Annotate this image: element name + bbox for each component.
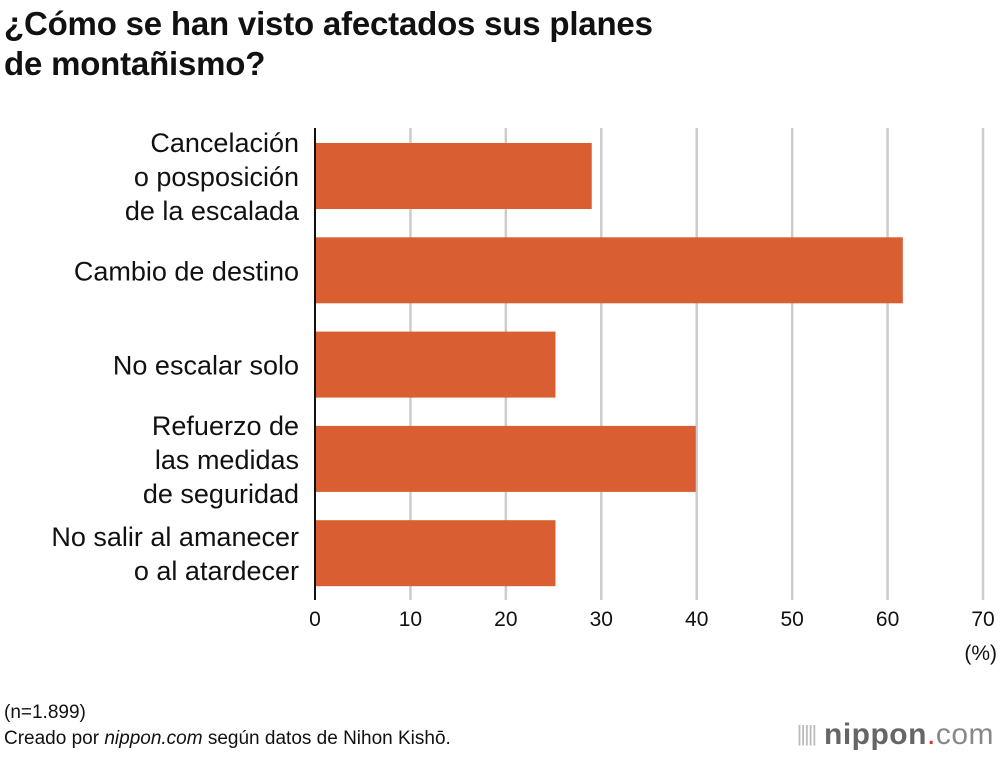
bar <box>315 520 556 587</box>
credit-prefix: Creado por <box>4 728 105 749</box>
x-tick-label: 60 <box>876 608 899 631</box>
sample-size-note: (n=1.899) <box>4 702 86 723</box>
x-tick-label: 0 <box>309 608 321 631</box>
x-tick-label: 40 <box>685 608 708 631</box>
bar <box>315 331 556 398</box>
title-line-2: de montañismo? <box>4 45 266 82</box>
nippon-logo: ||||| nippon.com <box>797 718 994 752</box>
logo-tld: com <box>935 718 994 751</box>
bar <box>315 237 903 304</box>
x-unit-label: (%) <box>964 642 997 665</box>
bar <box>315 143 592 209</box>
category-label: Refuerzo de las medidas de seguridad <box>143 411 299 509</box>
x-tick-label: 20 <box>494 608 517 631</box>
category-label: Cancelación o posposición de la escalada <box>125 128 300 226</box>
logo-name: nippon <box>824 718 927 751</box>
source-credit: Creado por nippon.com según datos de Nih… <box>4 728 451 750</box>
x-tick-label: 30 <box>590 608 613 631</box>
credit-site: nippon.com <box>104 728 203 749</box>
x-tick-label: 50 <box>780 608 803 631</box>
x-tick-label: 70 <box>971 608 994 631</box>
chart-title: ¿Cómo se han visto afectados sus planes … <box>4 4 653 84</box>
category-label: No escalar solo <box>113 351 299 381</box>
category-label: No salir al amanecer o al atardecer <box>51 522 299 586</box>
logo-waves-icon: ||||| <box>796 721 818 746</box>
title-line-1: ¿Cómo se han visto afectados sus planes <box>4 5 653 42</box>
credit-suffix: según datos de Nihon Kishō. <box>202 728 451 749</box>
x-tick-label: 10 <box>399 608 422 631</box>
logo-dot: . <box>926 718 936 751</box>
bar <box>315 425 696 492</box>
category-label: Cambio de destino <box>74 256 299 286</box>
